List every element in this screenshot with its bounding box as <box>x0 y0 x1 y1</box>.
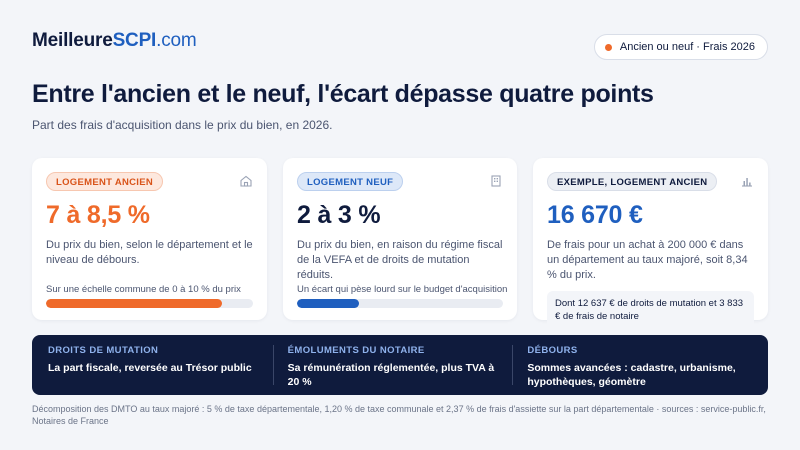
scale-track <box>46 299 253 308</box>
scale-label: Un écart qui pèse lourd sur le budget d'… <box>297 284 508 295</box>
brand-accent: SCPI <box>112 30 157 51</box>
fees-breakdown: DROITS DE MUTATION La part fiscale, reve… <box>32 335 768 395</box>
breakdown-title: ÉMOLUMENTS DU NOTAIRE <box>287 345 425 356</box>
breakdown-title: DÉBOURS <box>527 345 578 356</box>
brand-name: Meilleure <box>32 30 113 51</box>
brand-logo[interactable]: MeilleureSCPI.com <box>32 30 197 52</box>
card-value: 2 à 3 % <box>297 201 381 229</box>
card-tag: EXEMPLE, LOGEMENT ANCIEN <box>547 172 718 191</box>
scale-fill <box>297 299 359 308</box>
breakdown-column-debours: DÉBOURS Sommes avancées : cadastre, urba… <box>512 345 752 388</box>
breakdown-text: Sommes avancées : cadastre, urbanisme, h… <box>527 362 736 388</box>
breakdown-title: DROITS DE MUTATION <box>48 345 159 356</box>
house-icon <box>240 175 252 187</box>
badge-dot-icon <box>604 43 612 51</box>
badge-label: Ancien ou neuf · Frais 2026 <box>619 41 755 53</box>
card-tag: LOGEMENT NEUF <box>297 172 404 191</box>
building-icon <box>491 175 501 187</box>
scale-label: Sur une échelle commune de 0 à 10 % du p… <box>46 284 241 295</box>
card-value: 7 à 8,5 % <box>46 201 150 229</box>
card-exemple: EXEMPLE, LOGEMENT ANCIEN 16 670 € De fra… <box>533 158 768 329</box>
card-tag: LOGEMENT ANCIEN <box>46 172 164 191</box>
card-description: De frais pour un achat à 200 000 € dans … <box>547 239 748 281</box>
page-subtitle: Part des frais d'acquisition dans le pri… <box>32 118 333 132</box>
card-description: Du prix du bien, selon le département et… <box>46 239 253 266</box>
breakdown-text: La part fiscale, reversée au Trésor publ… <box>48 362 252 374</box>
card-description: Du prix du bien, en raison du régime fis… <box>297 239 503 281</box>
top-bar: MeilleureSCPI.com Ancien ou neuf · Frais… <box>32 28 768 60</box>
card-ancien: LOGEMENT ANCIEN 7 à 8,5 % Du prix du bie… <box>32 158 267 320</box>
breakdown-text: Sa rémunération réglementée, plus TVA à … <box>287 362 495 388</box>
breakdown-column-mutation: DROITS DE MUTATION La part fiscale, reve… <box>48 345 273 385</box>
card-value: 16 670 € <box>547 201 643 229</box>
footer-sources: Décomposition des DMTO au taux majoré : … <box>32 404 766 426</box>
breakdown-column-notaire: ÉMOLUMENTS DU NOTAIRE Sa rémunération ré… <box>272 345 513 388</box>
scale-track <box>297 299 503 308</box>
page-title: Entre l'ancien et le neuf, l'écart dépas… <box>32 80 654 108</box>
scale-fill <box>46 299 222 308</box>
card-note: Dont 12 637 € de droits de mutation et 3… <box>547 291 754 329</box>
brand-tld: .com <box>156 30 197 51</box>
topic-badge: Ancien ou neuf · Frais 2026 <box>593 34 768 60</box>
bar-chart-icon <box>742 178 752 187</box>
card-neuf: LOGEMENT NEUF 2 à 3 % Du prix du bien, e… <box>283 158 517 320</box>
